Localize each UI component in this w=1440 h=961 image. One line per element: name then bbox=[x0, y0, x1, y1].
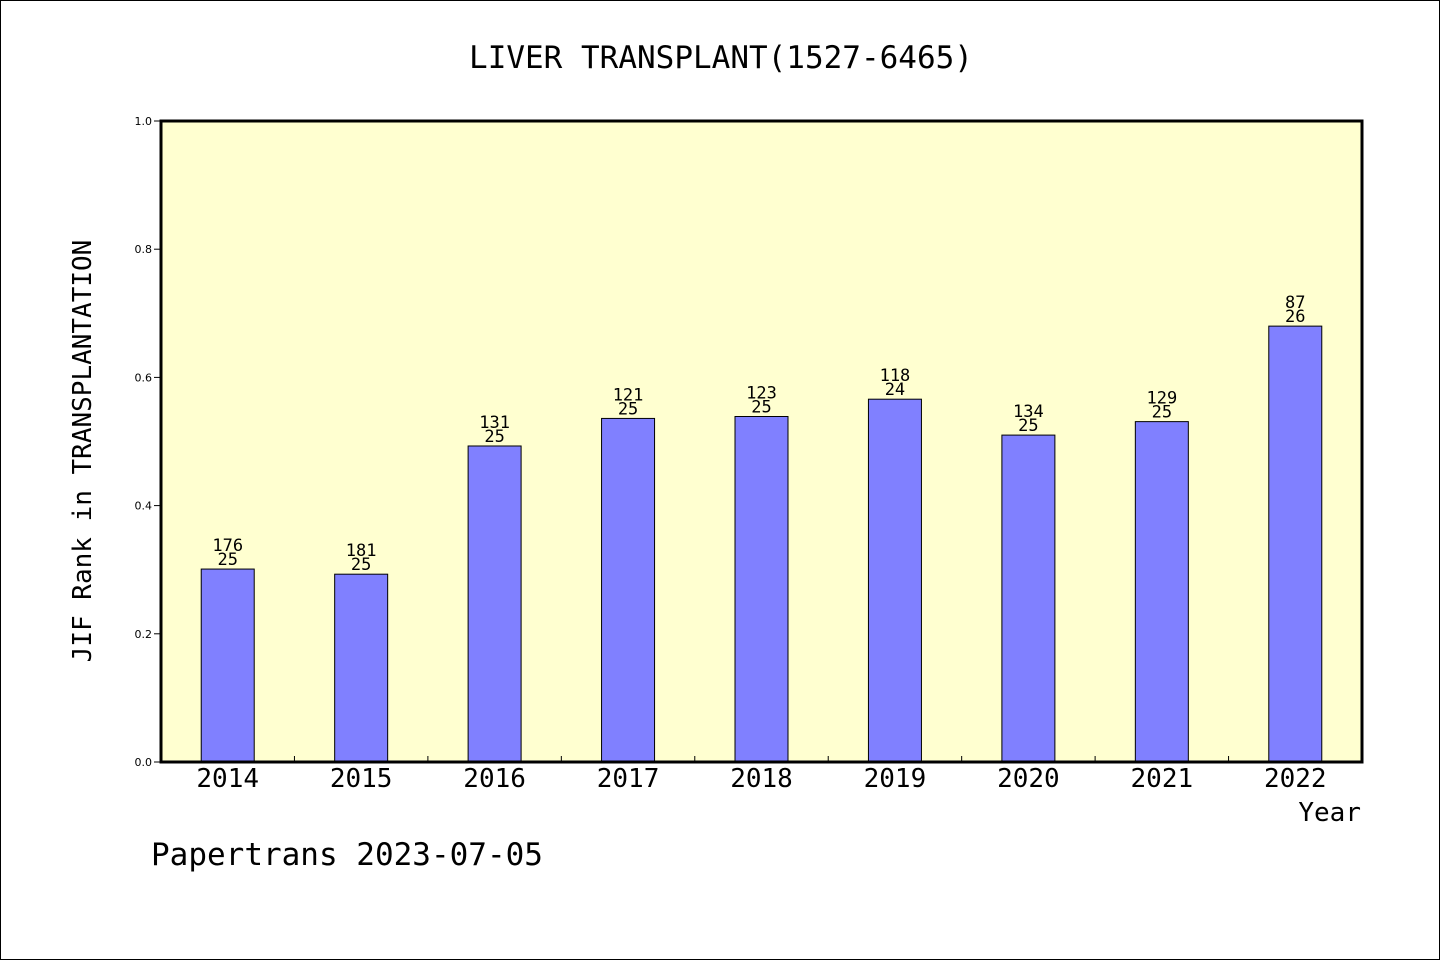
bar-label-rank-2022: 26 bbox=[1285, 307, 1305, 327]
x-tick-label-2021: 2021 bbox=[1131, 764, 1194, 794]
x-tick-label-2016: 2016 bbox=[463, 764, 526, 794]
x-tick-label-2022: 2022 bbox=[1264, 764, 1327, 794]
bar-label-rank-2016: 25 bbox=[484, 427, 504, 447]
bar-label-total-2022: 87 bbox=[1285, 293, 1305, 313]
y-tick-label: 1.0 bbox=[135, 115, 153, 128]
bar-2019 bbox=[867, 398, 922, 763]
x-axis-ticks: 2014 2015 2016 2017 2018 2019 2020 2021 2022 bbox=[196, 756, 1327, 794]
bar-label-rank-2018: 25 bbox=[751, 398, 771, 418]
bar-2015 bbox=[334, 573, 389, 763]
x-axis-label: Year bbox=[1298, 798, 1361, 828]
y-tick-label: 0.4 bbox=[135, 500, 153, 513]
bars-layer bbox=[200, 325, 1323, 763]
y-axis-ticks: 0.0 0.2 0.4 0.6 0.8 1.0 bbox=[135, 115, 161, 769]
x-tick-label-2019: 2019 bbox=[864, 764, 927, 794]
y-axis-label: JIF Rank in TRANSPLANTATION bbox=[68, 240, 98, 663]
bar-2022 bbox=[1268, 325, 1323, 763]
bar-label-total-2018: 123 bbox=[746, 384, 777, 404]
bar-label-rank-2017: 25 bbox=[618, 399, 638, 419]
bar-label-rank-2021: 25 bbox=[1152, 403, 1172, 423]
bar-label-total-2016: 131 bbox=[479, 413, 510, 433]
footer-source-date: Papertrans 2023-07-05 bbox=[151, 837, 543, 873]
bar-2018 bbox=[734, 416, 789, 763]
bar-label-total-2014: 176 bbox=[212, 536, 243, 556]
y-tick-label: 0.8 bbox=[135, 243, 153, 256]
y-tick-label: 0.2 bbox=[135, 628, 153, 641]
bar-label-rank-2020: 25 bbox=[1018, 416, 1038, 436]
bar-label-rank-2014: 25 bbox=[217, 550, 237, 570]
plot-border bbox=[159, 119, 1364, 764]
y-tick-label: 0.6 bbox=[135, 371, 153, 384]
bar-2014 bbox=[200, 568, 255, 763]
bar-label-total-2017: 121 bbox=[613, 385, 644, 405]
x-tick-label-2015: 2015 bbox=[330, 764, 393, 794]
bar-label-rank-2019: 24 bbox=[885, 380, 905, 400]
chart-title: LIVER TRANSPLANT(1527-6465) bbox=[469, 40, 973, 76]
bar-label-total-2020: 134 bbox=[1013, 402, 1044, 422]
x-tick-label-2017: 2017 bbox=[597, 764, 660, 794]
x-tick-label-2014: 2014 bbox=[196, 764, 259, 794]
y-tick-label: 0.0 bbox=[135, 756, 153, 769]
bar-2021 bbox=[1134, 421, 1189, 763]
bar-2020 bbox=[1001, 434, 1056, 763]
bar-label-total-2015: 181 bbox=[346, 541, 377, 561]
x-tick-label-2018: 2018 bbox=[730, 764, 793, 794]
bar-label-total-2021: 129 bbox=[1146, 389, 1177, 409]
bar-label-total-2019: 118 bbox=[880, 366, 911, 386]
x-tick-label-2020: 2020 bbox=[997, 764, 1060, 794]
bar-2017 bbox=[601, 417, 656, 763]
bar-label-rank-2015: 25 bbox=[351, 555, 371, 575]
bar-2016 bbox=[467, 445, 522, 763]
